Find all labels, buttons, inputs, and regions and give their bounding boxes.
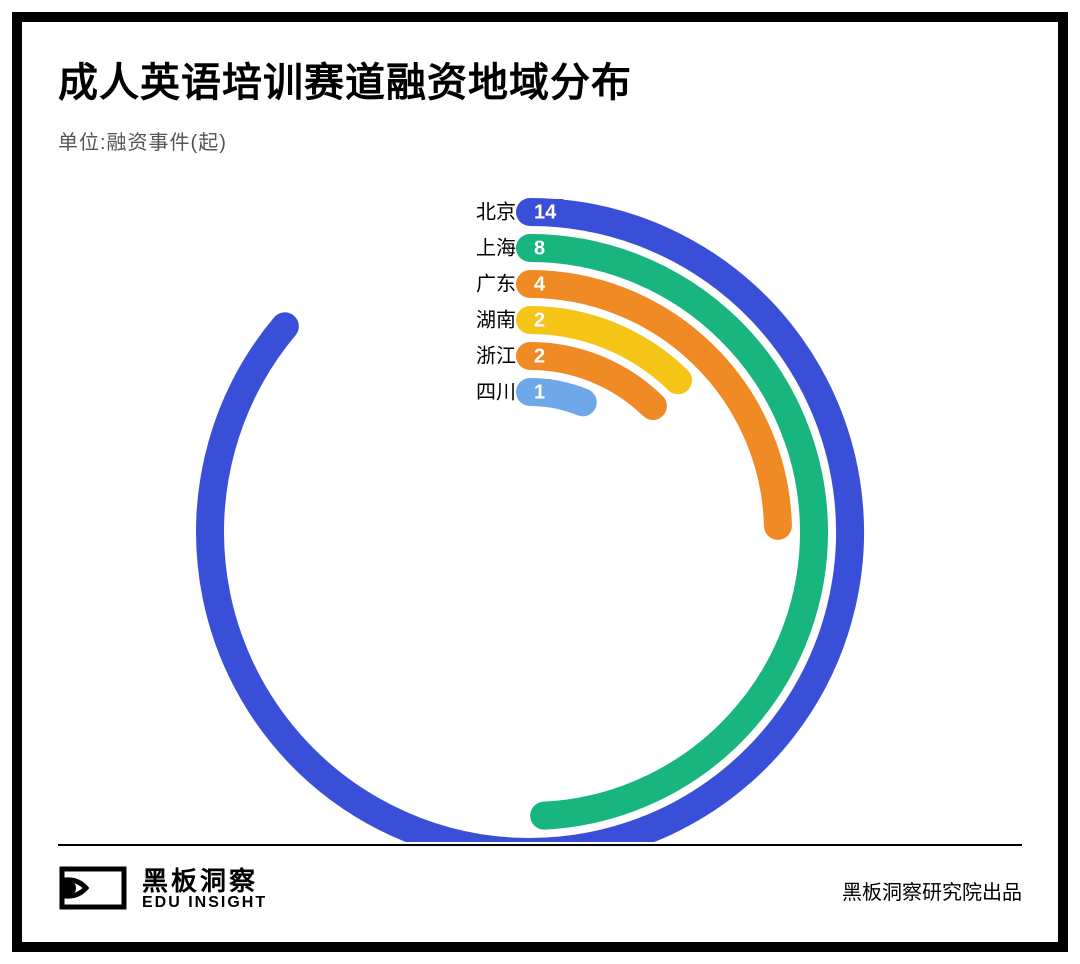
chart-frame: 成人英语培训赛道融资地域分布 单位:融资事件(起) 北京 14 上海 8 广东 4 湖南 2浙… (12, 12, 1068, 952)
series-value: 4 (534, 273, 546, 295)
series-label: 北京 (476, 200, 516, 223)
brand-text: 黑板洞察 EDU INSIGHT (142, 868, 267, 912)
series-value: 14 (534, 201, 557, 223)
radial-bar-chart: 北京 14 上海 8 广东 4 湖南 2 浙江 2 四川 1 (22, 162, 1058, 842)
footer-credit: 黑板洞察研究院出品 (842, 876, 1022, 905)
brand-name-cn: 黑板洞察 (142, 868, 267, 895)
brand-name-en: EDU INSIGHT (142, 895, 267, 912)
chart-title: 成人英语培训赛道融资地域分布 (58, 50, 1022, 108)
content-area: 成人英语培训赛道融资地域分布 单位:融资事件(起) 北京 14 上海 8 广东 4 湖南 2浙… (22, 22, 1058, 942)
series-value: 1 (534, 381, 545, 403)
series-value: 8 (534, 237, 545, 259)
footer: 黑板洞察 EDU INSIGHT 黑板洞察研究院出品 (58, 858, 1022, 922)
series-label: 浙江 (476, 344, 516, 367)
brand-eye-icon (58, 865, 128, 916)
series-value: 2 (534, 345, 545, 367)
chart-subtitle: 单位:融资事件(起) (58, 126, 1022, 155)
series-label: 广东 (476, 272, 516, 295)
footer-divider (58, 844, 1022, 846)
series-value: 2 (534, 309, 545, 331)
series-label: 四川 (476, 381, 516, 403)
series-label: 湖南 (476, 308, 516, 331)
series-label: 上海 (476, 236, 516, 259)
brand-block: 黑板洞察 EDU INSIGHT (58, 865, 267, 916)
